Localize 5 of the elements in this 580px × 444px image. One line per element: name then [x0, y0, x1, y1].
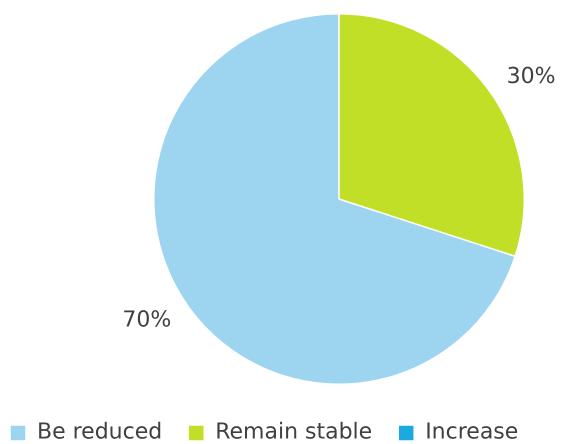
legend-label: Be reduced	[37, 420, 162, 444]
legend-label: Remain stable	[215, 420, 372, 444]
legend-label: Increase	[425, 420, 518, 444]
data-label: 70%	[122, 308, 172, 333]
data-label: 30%	[506, 64, 556, 89]
